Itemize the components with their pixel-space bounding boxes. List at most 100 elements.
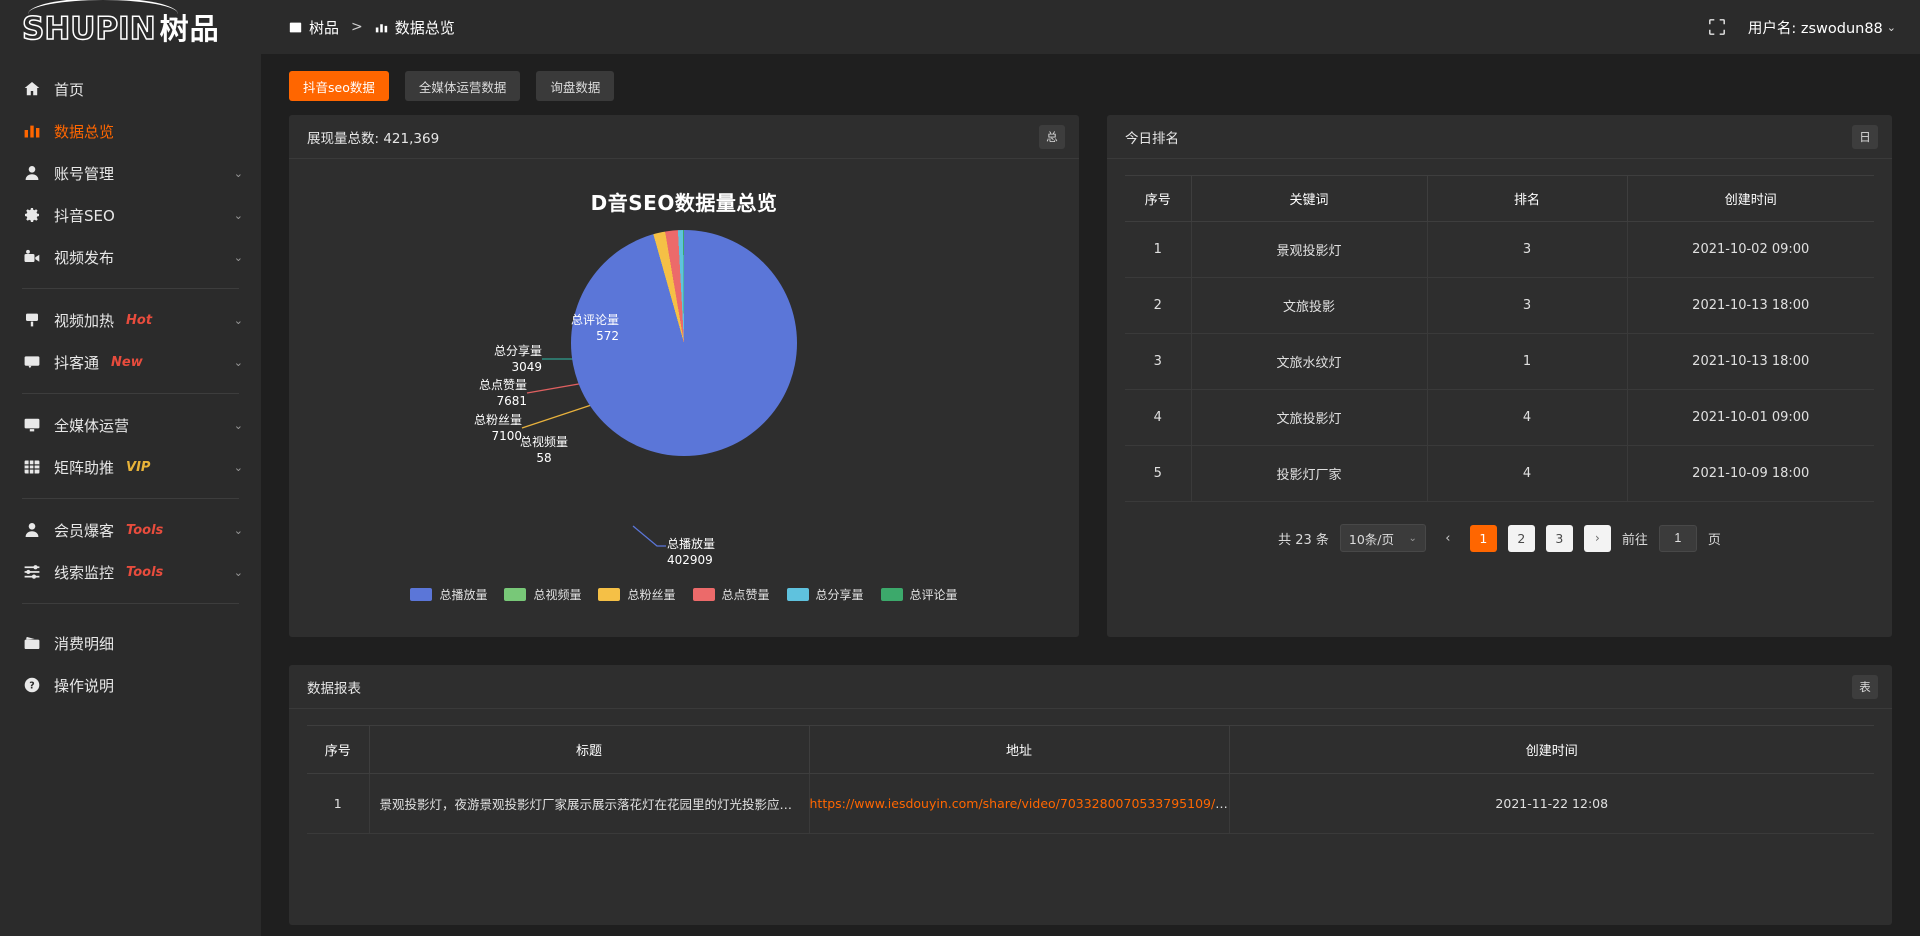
tab-2[interactable]: 询盘数据 (536, 71, 615, 101)
sidebar-item-10[interactable]: 线索监控 Tools ⌄ (0, 551, 261, 593)
legend-item-2[interactable]: 总粉丝量 (598, 586, 676, 603)
logo-arc-decoration (28, 0, 178, 14)
rank-cell-2: 4 (1427, 445, 1628, 502)
sidebar-item-label: 全媒体运营 (54, 416, 130, 435)
sidebar-item-label: 首页 (54, 80, 85, 99)
chart-bar-icon (22, 121, 42, 141)
pagination-page-3[interactable]: 3 (1545, 524, 1573, 552)
rank-cell-0: 5 (1125, 445, 1192, 502)
rank-cell-2: 3 (1427, 277, 1628, 334)
legend-item-3[interactable]: 总点赞量 (692, 586, 770, 603)
brand-logo-en: SHUPIN (21, 10, 156, 48)
panel-icon (289, 22, 302, 32)
rank-table-header-row: 序号 关键词 排名 创建时间 (1125, 175, 1874, 222)
sidebar-item-6[interactable]: 抖客通 New ⌄ (0, 341, 261, 383)
pie-label-videos: 总视频量 58 (519, 435, 568, 466)
sidebar-item-4[interactable]: 视频发布 ⌄ (0, 236, 261, 278)
report-card-header: 数据报表 表 (289, 665, 1892, 709)
breadcrumb-current[interactable]: 数据总览 (375, 17, 455, 38)
page-size-select[interactable]: 10条/页 ⌄ (1339, 524, 1426, 552)
brand-logo[interactable]: SHUPIN 树品 (0, 0, 261, 54)
sidebar-divider (22, 288, 239, 289)
user-icon (22, 163, 42, 183)
table-row[interactable]: 4 文旅投影灯 4 2021-10-01 09:00 (1125, 389, 1874, 446)
rank-cell-3: 2021-10-13 18:00 (1627, 277, 1874, 334)
sidebar-item-badge: Hot (126, 312, 153, 328)
pagination-jump-input[interactable] (1658, 524, 1697, 552)
gear-icon (22, 205, 42, 225)
breadcrumb-root[interactable]: 树品 (289, 17, 339, 38)
legend-item-1[interactable]: 总视频量 (504, 586, 581, 603)
sidebar-item-label: 矩阵助推 (54, 458, 115, 477)
pie-label-shares: 总分享量 3049 (493, 344, 542, 375)
rank-cell-2: 1 (1427, 333, 1628, 390)
sidebar-item-badge: New (111, 354, 143, 370)
sidebar-item-3[interactable]: 抖音SEO ⌄ (0, 194, 261, 236)
legend-item-0[interactable]: 总播放量 (410, 586, 487, 603)
sidebar-item-8[interactable]: 矩阵助推 VIP ⌄ (0, 446, 261, 488)
table-row[interactable]: 2 文旅投影 3 2021-10-13 18:00 (1125, 277, 1874, 334)
pagination-next[interactable]: › (1583, 524, 1611, 552)
sidebar-item-1[interactable]: 数据总览 (0, 110, 261, 152)
report-title: 数据报表 (307, 680, 361, 697)
sidebar-item-11[interactable]: 消费明细 (0, 622, 261, 664)
home-icon (22, 79, 42, 99)
rank-cell-0: 2 (1125, 277, 1192, 334)
sidebar-item-label: 视频发布 (54, 248, 115, 267)
sidebar-item-9[interactable]: 会员爆客 Tools ⌄ (0, 509, 261, 551)
breadcrumb-root-label: 树品 (309, 18, 340, 37)
pagination-total: 共 23 条 (1278, 532, 1329, 548)
report-url-link[interactable]: https://www.iesdouyin.com/share/video/70… (809, 796, 1229, 811)
rank-table: 序号 关键词 排名 创建时间 1 景观投影灯 3 2021-10-02 09:00 2 文旅投影… (1125, 175, 1874, 502)
sidebar-gap (0, 614, 261, 622)
report-table-header-row: 序号 标题 地址 创建时间 (307, 725, 1874, 774)
rank-cell-1: 景观投影灯 (1191, 221, 1428, 278)
fullscreen-icon[interactable] (1708, 18, 1726, 36)
sidebar-item-12[interactable]: ? 操作说明 (0, 664, 261, 706)
page-size-value: 10条/页 (1348, 531, 1395, 547)
legend-item-5[interactable]: 总评论量 (880, 586, 958, 603)
sidebar-item-7[interactable]: 全媒体运营 ⌄ (0, 404, 261, 446)
rank-scope-button[interactable]: 日 (1852, 124, 1878, 149)
sidebar-item-2[interactable]: 账号管理 ⌄ (0, 152, 261, 194)
topbar: 树品 > 数据总览 用户名: zswodun88 ⌄ (261, 0, 1920, 54)
svg-text:?: ? (29, 681, 34, 692)
legend-item-4[interactable]: 总分享量 (786, 586, 864, 603)
chevron-down-icon: ⌄ (233, 355, 243, 369)
brand-logo-cn: 树品 (159, 12, 220, 46)
legend-label: 总视频量 (533, 588, 582, 602)
tab-0[interactable]: 抖音seo数据 (289, 71, 389, 101)
tab-bar: 抖音seo数据 全媒体运营数据 询盘数据 (261, 54, 1920, 101)
chart-scope-button[interactable]: 总 (1039, 124, 1065, 149)
pagination-prev[interactable]: ‹ (1445, 530, 1451, 546)
sidebar-item-label: 账号管理 (54, 164, 115, 183)
legend-swatch (880, 588, 903, 601)
table-row[interactable]: 1 景观投影灯 3 2021-10-02 09:00 (1125, 221, 1874, 278)
pie-label-plays: 总播放量 402909 (667, 537, 716, 568)
report-cell-title: 景观投影灯，夜游景观投影灯厂家展示展示落花灯在花园里的灯光投影应用效果 # (369, 773, 810, 834)
sidebar-item-5[interactable]: 视频加热 Hot ⌄ (0, 299, 261, 341)
video-upload-icon (22, 247, 42, 267)
pagination-jump-unit: 页 (1707, 532, 1721, 548)
report-scope-button[interactable]: 表 (1852, 674, 1878, 699)
table-row[interactable]: 5 投影灯厂家 4 2021-10-09 18:00 (1125, 445, 1874, 502)
table-row[interactable]: 3 文旅水纹灯 1 2021-10-13 18:00 (1125, 333, 1874, 390)
sidebar-item-badge: VIP (126, 459, 151, 475)
sidebar: SHUPIN 树品 首页 数据总览 账号管理 ⌄ 抖音SEO ⌄ 视频发布 ⌄ 视频加热 Hot ⌄… (0, 0, 261, 936)
sliders-icon (22, 562, 42, 582)
user-menu[interactable]: 用户名: zswodun88 ⌄ (1748, 17, 1896, 38)
chevron-down-icon: ⌄ (233, 208, 243, 222)
pie-label-likes: 总点赞量 7681 (478, 378, 527, 409)
table-row[interactable]: 1 景观投影灯，夜游景观投影灯厂家展示展示落花灯在花园里的灯光投影应用效果 # ht… (307, 773, 1874, 834)
pagination: 共 23 条 10条/页 ⌄ ‹ 1 2 3 › 前往 (1125, 524, 1874, 552)
report-col-1: 标题 (369, 725, 810, 774)
legend-label: 总播放量 (439, 588, 488, 602)
report-card: 数据报表 表 序号 标题 地址 创建时间 1 景观投影灯，夜游景观投影灯厂家展示展示落花… (289, 665, 1892, 925)
sidebar-item-0[interactable]: 首页 (0, 68, 261, 110)
sidebar-item-label: 线索监控 (54, 563, 115, 582)
pagination-page-2[interactable]: 2 (1507, 524, 1535, 552)
tab-1[interactable]: 全媒体运营数据 (404, 71, 521, 101)
pagination-page-1[interactable]: 1 (1469, 524, 1497, 552)
rank-cell-1: 文旅投影灯 (1191, 389, 1428, 446)
